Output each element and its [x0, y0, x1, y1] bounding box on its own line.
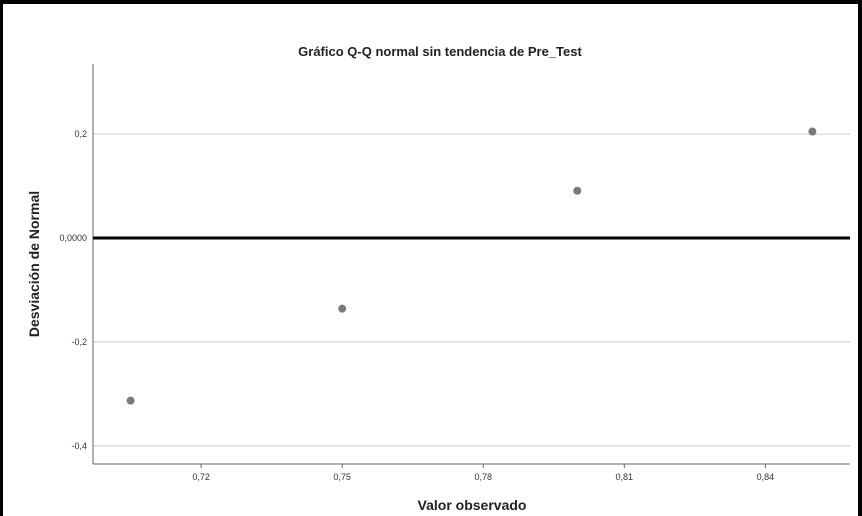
y-tick-label: 0,0000 — [59, 233, 87, 243]
chart-title: Gráfico Q-Q normal sin tendencia de Pre_… — [298, 44, 582, 59]
tick-labels: -0,4 -0,2 0,0000 0,2 0,72 0,75 0,78 0,81 0,84 — [59, 129, 774, 482]
y-tick-label: -0,4 — [71, 441, 87, 451]
x-tick-label: 0,84 — [757, 472, 775, 482]
x-tick-label: 0,78 — [474, 472, 492, 482]
x-tick-label: 0,72 — [192, 472, 210, 482]
y-tick-label: 0,2 — [74, 129, 87, 139]
data-points — [126, 127, 817, 405]
data-point-2 — [338, 304, 347, 313]
x-tick-label: 0,75 — [333, 472, 351, 482]
gridlines — [93, 133, 850, 447]
axes — [92, 64, 850, 468]
x-axis-title: Valor observado — [418, 497, 527, 513]
x-tick-label: 0,81 — [616, 472, 634, 482]
y-axis-title: Desviación de Normal — [26, 191, 42, 337]
data-point-3 — [573, 186, 582, 195]
data-point-1 — [126, 396, 135, 405]
y-tick-label: -0,2 — [71, 337, 87, 347]
data-point-4 — [808, 127, 817, 136]
